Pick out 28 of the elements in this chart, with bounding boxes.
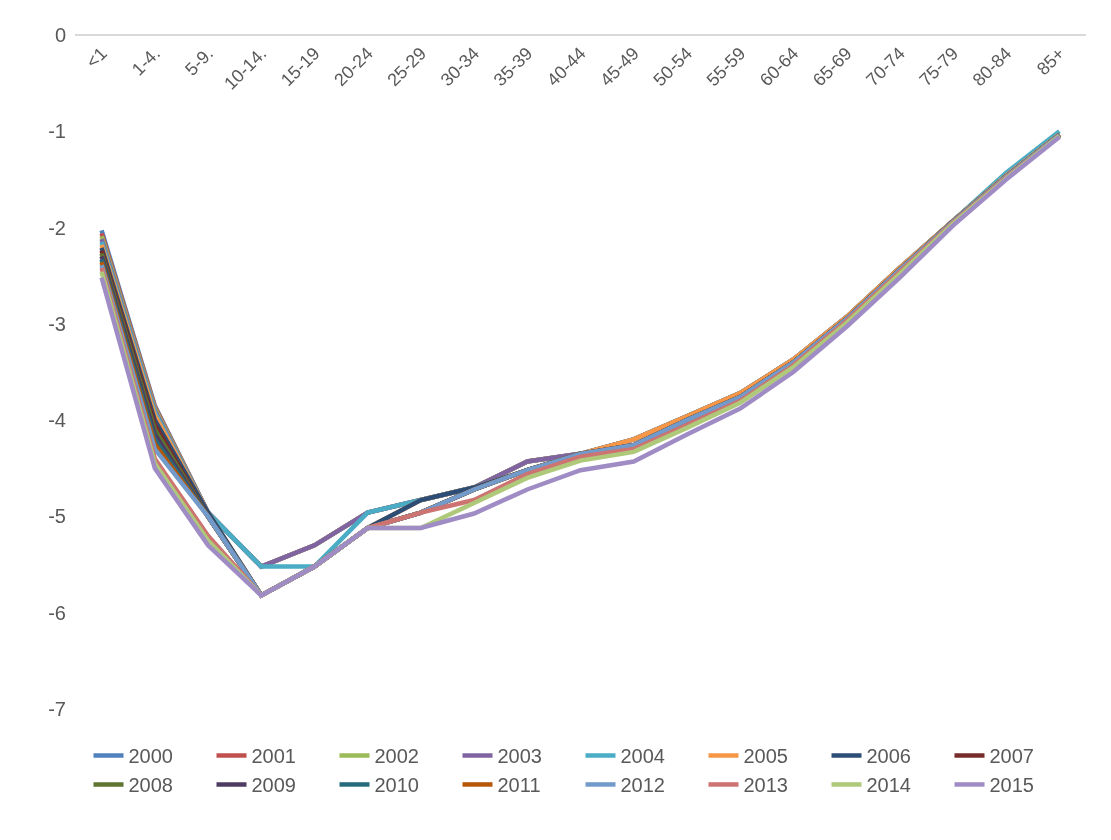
y-tick-label: -3 [48,312,66,335]
legend-label: 2012 [620,774,665,797]
y-tick-label: -5 [48,505,66,528]
legend-label: 2014 [866,774,911,797]
legend-label: 2015 [989,774,1034,797]
legend-label: 2009 [251,774,296,797]
y-tick-label: 0 [54,24,66,46]
x-tick-label: 5-9. [181,43,218,80]
legend-label: 2004 [620,745,665,768]
legend-label: 2000 [128,745,173,768]
x-tick-label: <1 [82,43,111,73]
legend-label: 2003 [497,745,542,768]
x-tick-label: 1-4. [127,43,165,80]
y-tick-label: -4 [48,409,66,432]
x-tick-label: 85+ [1032,43,1069,80]
legend-label: 2007 [989,745,1034,768]
legend-label: 2010 [374,774,419,797]
y-tick-label: -6 [48,601,66,624]
y-tick-label: -2 [48,216,66,239]
y-tick-label: -7 [48,698,66,720]
legend-label: 2013 [743,774,788,797]
legend-label: 2008 [128,774,173,797]
legend-label: 2006 [866,745,911,768]
legend-label: 2011 [497,774,541,797]
legend-label: 2005 [743,745,788,768]
legend-label: 2002 [374,745,419,768]
y-tick-label: -1 [48,120,66,143]
legend-label: 2001 [251,745,296,768]
